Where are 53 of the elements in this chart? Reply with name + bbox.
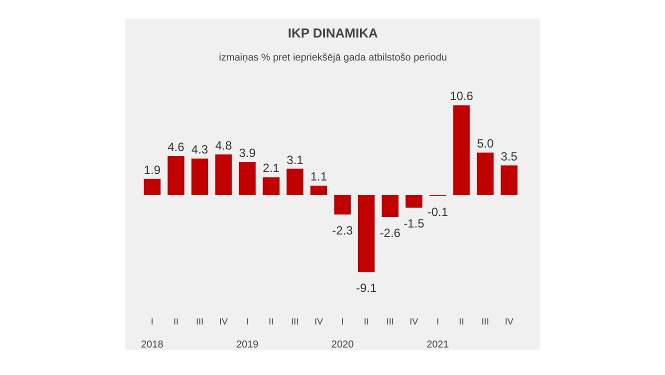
bar xyxy=(286,168,304,196)
data-label: 1.9 xyxy=(144,162,161,177)
bar xyxy=(358,195,375,272)
x-tick-label: III xyxy=(196,316,204,326)
x-tick-label: II xyxy=(364,316,369,326)
data-label: 1.1 xyxy=(310,170,328,184)
x-tick-label: II xyxy=(173,316,178,326)
x-tick-label: III xyxy=(386,316,394,326)
bar xyxy=(239,162,256,196)
data-label: 4.6 xyxy=(168,140,185,154)
data-label: 5.0 xyxy=(476,136,494,151)
text: 2019 xyxy=(236,340,259,350)
data-label: 3.5 xyxy=(500,149,518,164)
bar xyxy=(382,195,398,218)
bar xyxy=(334,195,351,215)
data-label: -9.1 xyxy=(356,281,377,296)
bar xyxy=(476,152,494,196)
data-label: -0.1 xyxy=(427,204,448,219)
data-label: 2.1 xyxy=(262,161,280,176)
chart-subtitle: izmaiņas % pret iepriekšējā gada atbilstošo periodu xyxy=(219,52,447,64)
data-label: 3.9 xyxy=(238,146,256,160)
x-tick-label: I xyxy=(246,316,249,326)
data-label: 4.8 xyxy=(215,138,232,152)
data-label: -1.5 xyxy=(404,216,425,231)
x-tick-label: I xyxy=(150,316,154,326)
x-tick-label: I xyxy=(341,316,344,326)
x-tick-label: IV xyxy=(410,316,418,326)
bar xyxy=(262,177,280,196)
bar xyxy=(144,178,160,196)
bar xyxy=(453,105,470,196)
data-label: -2.6 xyxy=(380,226,401,240)
text: 2021 xyxy=(426,340,450,350)
chart-title: IKP DINAMIKA xyxy=(288,26,379,40)
data-label: 4.3 xyxy=(191,142,208,157)
bar xyxy=(406,195,422,208)
bar xyxy=(310,186,328,196)
x-tick-label: III xyxy=(482,316,490,326)
text: 2018 xyxy=(141,340,164,350)
x-tick-label: IV xyxy=(314,316,323,326)
x-tick-label: I xyxy=(436,316,439,326)
bar xyxy=(191,158,208,196)
data-label: 10.6 xyxy=(450,89,474,104)
x-tick-label: IV xyxy=(504,316,514,326)
bar xyxy=(168,156,184,196)
data-label: -2.3 xyxy=(332,224,354,238)
bar xyxy=(215,154,232,196)
text: 2020 xyxy=(331,340,354,350)
x-tick-label: IV xyxy=(219,316,228,326)
x-tick-label: II xyxy=(458,316,464,326)
bar xyxy=(500,165,518,196)
x-tick-label: II xyxy=(268,316,274,326)
data-label: 3.1 xyxy=(286,152,304,167)
x-tick-label: III xyxy=(291,316,299,326)
